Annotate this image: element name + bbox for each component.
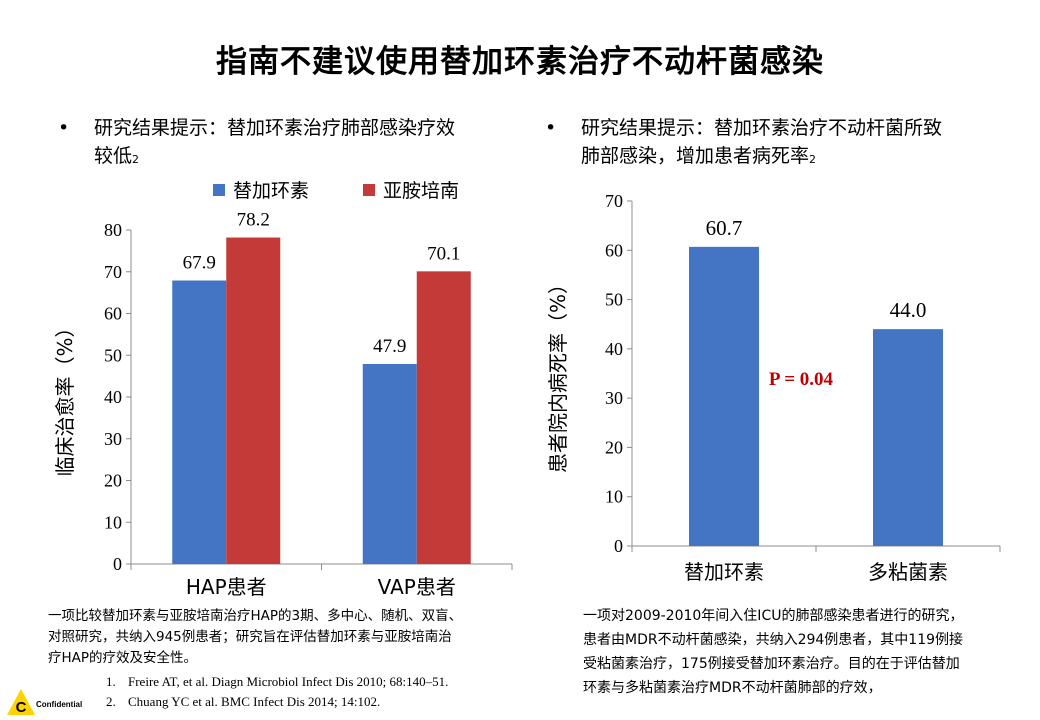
reference-item: 1. Freire AT, et al. Diagn Microbiol Infe…	[106, 672, 448, 692]
bullet-dot: •	[545, 117, 557, 139]
left-bullet: • 研究结果提示：替加环素治疗肺部感染疗效 较低2	[58, 114, 528, 174]
svg-text:C: C	[16, 699, 27, 716]
company-logo-icon: C	[7, 689, 35, 716]
y-tick-label: 30	[605, 388, 623, 408]
y-tick-label: 40	[104, 387, 122, 407]
left-note-line3: 疗HAP的疗效及安全性。	[48, 650, 198, 666]
y-tick-label: 70	[605, 191, 623, 211]
y-tick-label: 30	[104, 429, 122, 449]
y-tick-label: 80	[104, 220, 122, 240]
bar-value-label: 67.9	[183, 253, 216, 274]
bar-value-label: 78.2	[237, 210, 270, 231]
p-value-annotation: P = 0.04	[769, 369, 834, 390]
right-note-line1: 一项对2009-2010年间入住ICU的肺部感染患者进行的研究，	[583, 608, 964, 624]
bar-imipenem	[416, 271, 471, 564]
left-study-note: 一项比较替加环素与亚胺培南治疗HAP的3期、多中心、随机、双盲、 对照研究，共纳…	[48, 606, 548, 669]
right-study-note: 一项对2009-2010年间入住ICU的肺部感染患者进行的研究， 患者由MDR不…	[583, 604, 1033, 700]
y-tick-label: 20	[104, 471, 122, 491]
y-tick-label: 40	[605, 339, 623, 359]
legend-swatch-imipenem	[363, 183, 375, 196]
right-note-line4: 环素与多粘菌素治疗MDR不动杆菌肺部的疗效，	[583, 680, 882, 696]
bar-tigecycline	[362, 364, 417, 564]
y-tick-label: 10	[104, 512, 122, 532]
references: 1. Freire AT, et al. Diagn Microbiol Infe…	[106, 672, 448, 712]
y-tick-label: 0	[614, 536, 623, 556]
reference-text: Chuang YC et al. BMC Infect Dis 2014; 14…	[128, 694, 381, 709]
y-tick-label: 50	[104, 345, 122, 365]
legend-swatch-tigecycline	[213, 183, 225, 196]
legend-label-imipenem: 亚胺培南	[383, 180, 460, 202]
reference-item: 2. Chuang YC et al. BMC Infect Dis 2014; …	[106, 692, 448, 712]
y-tick-label: 60	[605, 240, 623, 260]
left-bullet-ref: 2	[132, 153, 140, 166]
legend-item-imipenem: 亚胺培南	[363, 176, 459, 203]
left-note-line2: 对照研究，共纳入945例患者；研究旨在评估替加环素与亚胺培南治	[48, 629, 452, 645]
bar-value-label: 70.1	[427, 243, 460, 264]
bar-value-label: 44.0	[890, 298, 927, 322]
right-bullet-line1: 研究结果提示：替加环素治疗不动杆菌所致	[581, 117, 943, 139]
right-bullet: • 研究结果提示：替加环素治疗不动杆菌所致 肺部感染，增加患者病死率2	[545, 114, 1025, 174]
legend-label-tigecycline: 替加环素	[233, 180, 310, 202]
left-bullet-line2-row: 较低2	[94, 142, 455, 170]
x-category-label: HAP患者	[186, 575, 267, 599]
x-category-label: 多粘菌素	[868, 560, 948, 584]
bar-imipenem	[226, 237, 281, 564]
left-bullet-line2: 较低	[94, 145, 133, 167]
x-category-label: VAP患者	[378, 575, 456, 599]
right-bullet-line2-row: 肺部感染，增加患者病死率2	[581, 142, 942, 170]
chart2-y-axis-label: 患者院内病死率（%）	[546, 274, 570, 473]
y-tick-label: 20	[605, 437, 623, 457]
confidential-label: Confidential	[36, 700, 83, 709]
left-note-line1: 一项比较替加环素与亚胺培南治疗HAP的3期、多中心、随机、双盲、	[48, 608, 463, 624]
bar-value-label: 60.7	[706, 216, 743, 240]
reference-text: Freire AT, et al. Diagn Microbiol Infect…	[128, 674, 449, 689]
right-bullet-line2: 肺部感染，增加患者病死率	[581, 145, 810, 167]
reference-num: 2.	[106, 694, 116, 709]
mortality-bar	[873, 329, 943, 546]
left-bullet-text: 研究结果提示：替加环素治疗肺部感染疗效 较低2	[94, 114, 455, 170]
right-note-line3: 受粘菌素治疗，175例接受替加环素治疗。目的在于评估替加	[583, 656, 960, 672]
legend-item-tigecycline: 替加环素	[213, 176, 309, 203]
left-bullet-line1: 研究结果提示：替加环素治疗肺部感染疗效	[94, 117, 456, 139]
page-title: 指南不建议使用替加环素治疗不动杆菌感染	[216, 44, 824, 80]
bullet-dot: •	[58, 117, 70, 139]
mortality-bar	[689, 246, 759, 547]
reference-num: 1.	[106, 674, 116, 689]
y-tick-label: 10	[605, 487, 623, 507]
bar-value-label: 47.9	[373, 336, 406, 357]
right-bullet-text: 研究结果提示：替加环素治疗不动杆菌所致 肺部感染，增加患者病死率2	[581, 114, 942, 170]
bar-tigecycline	[172, 280, 227, 564]
y-tick-label: 70	[104, 262, 122, 282]
y-tick-label: 60	[104, 304, 122, 324]
chart1-y-axis-label: 临床治愈率（%）	[53, 317, 77, 476]
x-category-label: 替加环素	[684, 560, 764, 584]
right-bullet-ref: 2	[809, 153, 817, 166]
y-tick-label: 50	[605, 290, 623, 310]
y-tick-label: 0	[113, 554, 122, 574]
right-note-line2: 患者由MDR不动杆菌感染，共纳入294例患者，其中119例接	[583, 632, 964, 648]
